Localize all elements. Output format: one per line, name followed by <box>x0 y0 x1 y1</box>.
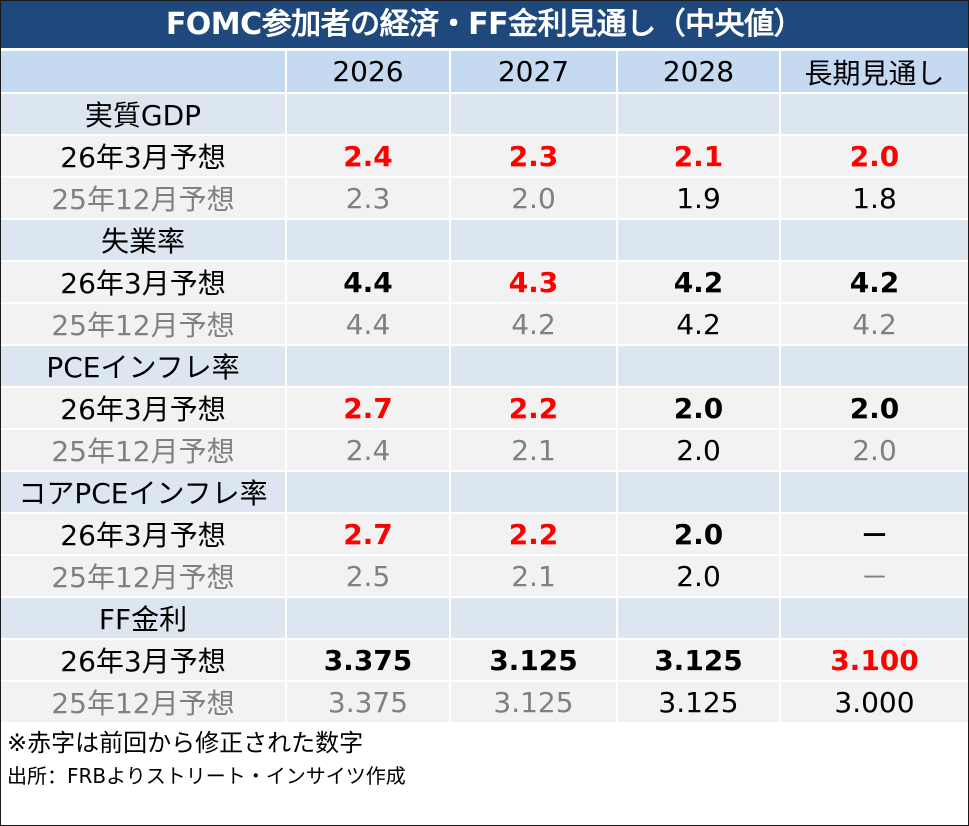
value-cell: 4.3 <box>449 260 618 304</box>
row-label: 26年3月予想 <box>1 260 287 304</box>
table-row-previous: 25年12月予想 3.375 3.125 3.125 3.000 <box>1 680 968 724</box>
value-cell: 3.125 <box>449 680 618 724</box>
table-row-previous: 25年12月予想 2.4 2.1 2.0 2.0 <box>1 428 968 472</box>
row-label: 26年3月予想 <box>1 386 287 430</box>
value-cell: 4.4 <box>285 260 451 304</box>
header-cell-2028: 2028 <box>616 49 781 94</box>
value-cell: 4.2 <box>779 260 968 304</box>
row-label: 25年12月予想 <box>1 176 287 220</box>
row-label: 26年3月予想 <box>1 512 287 556</box>
row-label: 25年12月予想 <box>1 302 287 346</box>
value-cell-dash: － <box>779 554 968 598</box>
value-cell: 4.4 <box>285 302 451 346</box>
value-cell: 2.2 <box>449 386 618 430</box>
category-label: FF金利 <box>1 596 287 640</box>
table-row-current: 26年3月予想 2.4 2.3 2.1 2.0 <box>1 134 968 178</box>
header-cell-2027: 2027 <box>449 49 618 94</box>
header-cell-longer-run: 長期見通し <box>779 49 968 94</box>
value-cell: 2.0 <box>616 512 781 556</box>
value-cell: 2.1 <box>449 428 618 472</box>
value-cell: 2.7 <box>285 386 451 430</box>
value-cell: 2.1 <box>449 554 618 598</box>
value-cell: 2.5 <box>285 554 451 598</box>
table-row-current: 26年3月予想 2.7 2.2 2.0 － <box>1 512 968 556</box>
value-cell: 2.0 <box>779 428 968 472</box>
category-row-pce-inflation: PCEインフレ率 <box>1 344 968 388</box>
value-cell: 4.2 <box>616 260 781 304</box>
value-cell: 2.0 <box>779 134 968 178</box>
value-cell: 2.4 <box>285 134 451 178</box>
value-cell: 3.125 <box>449 638 618 682</box>
value-cell: 3.375 <box>285 638 451 682</box>
value-cell: 1.8 <box>779 176 968 220</box>
value-cell: 2.0 <box>616 386 781 430</box>
value-cell: 4.2 <box>449 302 618 346</box>
source-note: 出所：FRBよりストリート・インサイツ作成 <box>7 764 406 788</box>
value-cell: 2.0 <box>616 554 781 598</box>
value-cell: 2.0 <box>449 176 618 220</box>
table-title: FOMC参加者の経済・FF金利見通し（中央値） <box>1 1 968 49</box>
table-row-current: 26年3月予想 4.4 4.3 4.2 4.2 <box>1 260 968 304</box>
value-cell: 2.4 <box>285 428 451 472</box>
header-cell-2026: 2026 <box>285 49 451 94</box>
value-cell: 2.7 <box>285 512 451 556</box>
category-row-core-pce-inflation: コアPCEインフレ率 <box>1 470 968 514</box>
row-label: 25年12月予想 <box>1 680 287 724</box>
value-cell: 3.100 <box>779 638 968 682</box>
row-label: 26年3月予想 <box>1 638 287 682</box>
table-row-previous: 25年12月予想 2.5 2.1 2.0 － <box>1 554 968 598</box>
category-label: 失業率 <box>1 218 287 262</box>
value-cell: 1.9 <box>616 176 781 220</box>
header-cell-blank <box>1 49 287 94</box>
category-row-unemployment: 失業率 <box>1 218 968 262</box>
row-label: 25年12月予想 <box>1 554 287 598</box>
value-cell: 2.3 <box>285 176 451 220</box>
value-cell: 2.1 <box>616 134 781 178</box>
category-row-real-gdp: 実質GDP <box>1 92 968 136</box>
table-row-current: 26年3月予想 2.7 2.2 2.0 2.0 <box>1 386 968 430</box>
category-label: PCEインフレ率 <box>1 344 287 388</box>
value-cell: 3.125 <box>616 680 781 724</box>
value-cell: 3.000 <box>779 680 968 724</box>
footer: ※赤字は前回から修正された数字 出所：FRBよりストリート・インサイツ作成 <box>1 724 968 792</box>
value-cell: 2.3 <box>449 134 618 178</box>
value-cell-dash: － <box>779 512 968 556</box>
table-row-current: 26年3月予想 3.375 3.125 3.125 3.100 <box>1 638 968 682</box>
row-label: 26年3月予想 <box>1 134 287 178</box>
value-cell: 3.375 <box>285 680 451 724</box>
category-row-ff-rate: FF金利 <box>1 596 968 640</box>
category-label: 実質GDP <box>1 92 287 136</box>
value-cell: 2.2 <box>449 512 618 556</box>
value-cell: 3.125 <box>616 638 781 682</box>
header-row: 2026 2027 2028 長期見通し <box>1 49 968 94</box>
table-row-previous: 25年12月予想 2.3 2.0 1.9 1.8 <box>1 176 968 220</box>
value-cell: 4.2 <box>779 302 968 346</box>
row-label: 25年12月予想 <box>1 428 287 472</box>
value-cell: 2.0 <box>779 386 968 430</box>
value-cell: 2.0 <box>616 428 781 472</box>
footnote-red-text: ※赤字は前回から修正された数字 <box>7 729 364 757</box>
category-label: コアPCEインフレ率 <box>1 470 287 514</box>
projections-table: 2026 2027 2028 長期見通し 実質GDP 26年3月予想 2.4 2… <box>1 49 968 724</box>
table-row-previous: 25年12月予想 4.4 4.2 4.2 4.2 <box>1 302 968 346</box>
value-cell: 4.2 <box>616 302 781 346</box>
